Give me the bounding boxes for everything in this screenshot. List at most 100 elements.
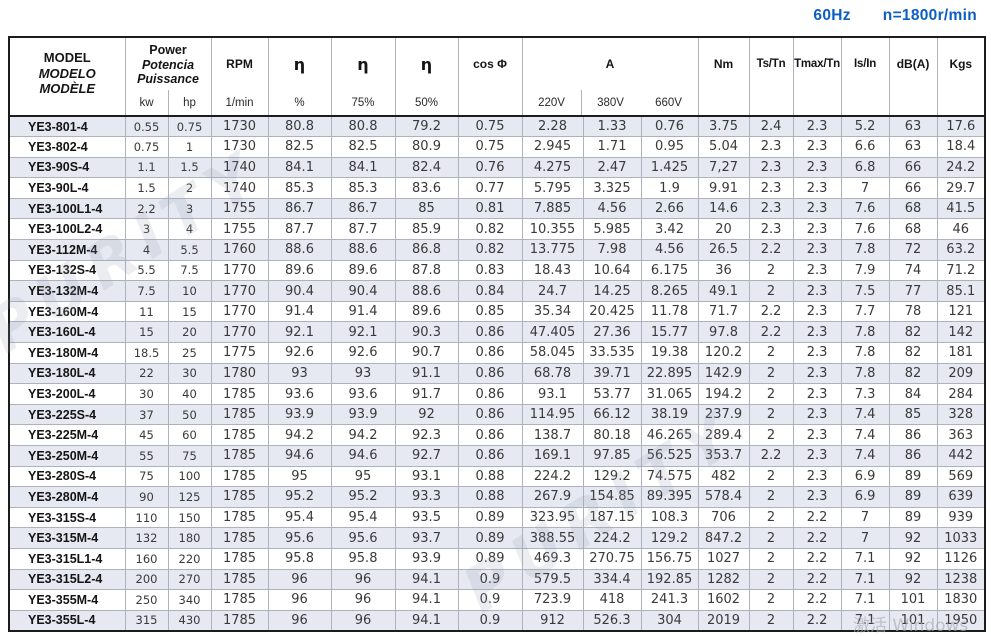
cell-is_in: 6.8 [840, 156, 890, 179]
cell-dba: 77 [888, 280, 938, 302]
cell-hp: 5.5 [167, 239, 212, 261]
cell-tmax_tn: 2.3 [792, 383, 842, 405]
cell-dba: 66 [888, 156, 938, 179]
cell-a_380v: 20.425 [582, 300, 642, 323]
cell-eta_75: 87.7 [330, 218, 396, 241]
cell-a_220v: 114.95 [521, 403, 584, 426]
cell-is_in: 7.9 [840, 259, 890, 282]
cell-nm: 20 [697, 218, 750, 241]
cell-a_660v: 192.85 [640, 568, 699, 591]
cell-eta_75: 88.6 [330, 239, 396, 261]
cell-cos_phi: 0.77 [457, 177, 523, 199]
cell-cos_phi: 0.82 [457, 218, 523, 241]
cell-ts_tn: 2 [748, 609, 794, 632]
cell-eta_75: 95.4 [330, 506, 396, 529]
cell-ts_tn: 2.3 [748, 218, 794, 241]
cell-a_220v: 469.3 [521, 547, 584, 570]
cell-a_660v: 2.66 [640, 197, 699, 220]
cell-a_660v: 19.38 [640, 342, 699, 364]
cell-a_220v: 47.405 [521, 321, 584, 344]
col-header-cos-phi: cos Φ [457, 36, 523, 117]
cell-rpm: 1785 [210, 403, 269, 426]
cell-cos_phi: 0.86 [457, 445, 523, 467]
ts-tn-label: Ts/Tn [756, 58, 786, 70]
cell-hp: 220 [167, 547, 212, 570]
cell-kw: 2.2 [124, 197, 169, 220]
cell-hp: 4 [167, 218, 212, 241]
cell-hp: 10 [167, 280, 212, 302]
cell-dba: 86 [888, 424, 938, 446]
cell-a_380v: 2.47 [582, 156, 642, 179]
cell-kgs: 1033 [936, 527, 986, 549]
cell-hp: 15 [167, 300, 212, 323]
cell-rpm: 1740 [210, 177, 269, 199]
cell-kgs: 363 [936, 424, 986, 446]
cell-a_220v: 58.045 [521, 342, 584, 364]
cell-is_in: 7.8 [840, 239, 890, 261]
cell-eta_100: 94.6 [267, 445, 332, 467]
cell-ts_tn: 2 [748, 465, 794, 488]
cell-cos_phi: 0.9 [457, 568, 523, 591]
cell-nm: 237.9 [697, 403, 750, 426]
cell-ts_tn: 2 [748, 486, 794, 508]
unit-hp: hp [167, 90, 211, 114]
cell-hp: 75 [167, 445, 212, 467]
table-body: YE3-801-4 0.55 0.75 1730 80.8 80.8 79.2 0.75 2.2… [8, 115, 986, 632]
cell-kgs: 328 [936, 403, 986, 426]
cell-a_660v: 8.265 [640, 280, 699, 302]
table-row: YE3-280M-4 90 125 1785 95.2 95.2 93.3 0.88 267.9… [8, 486, 986, 508]
cell-nm: 289.4 [697, 424, 750, 446]
cell-kw: 0.75 [124, 136, 169, 158]
cell-kw: 15 [124, 321, 169, 344]
col-header-eta-75: η 75% [330, 36, 396, 117]
cell-is_in: 7.8 [840, 342, 890, 364]
cell-hp: 3 [167, 197, 212, 220]
cell-a_220v: 10.355 [521, 218, 584, 241]
cell-cos_phi: 0.86 [457, 342, 523, 364]
cell-dba: 82 [888, 362, 938, 385]
cell-rpm: 1785 [210, 506, 269, 529]
cell-kw: 7.5 [124, 280, 169, 302]
cell-rpm: 1770 [210, 300, 269, 323]
col-header-eta-100: η % [267, 36, 332, 117]
unit-660v: 660V [655, 96, 682, 109]
cell-dba: 92 [888, 568, 938, 591]
cell-kgs: 1830 [936, 589, 986, 611]
cell-cos_phi: 0.89 [457, 527, 523, 549]
cell-cos_phi: 0.81 [457, 197, 523, 220]
cell-a_220v: 5.795 [521, 177, 584, 199]
table-row: YE3-225M-4 45 60 1785 94.2 94.2 92.3 0.86 138.7 8… [8, 424, 986, 446]
cell-a_220v: 24.7 [521, 280, 584, 302]
cell-a_220v: 2.28 [521, 115, 584, 138]
cell-hp: 1.5 [167, 156, 212, 179]
table-header: MODEL MODELO MODÈLE Power Potencia Puiss… [8, 36, 986, 117]
cell-nm: 120.2 [697, 342, 750, 364]
table-row: YE3-90L-4 1.5 2 1740 85.3 85.3 83.6 0.77 5.795 3.… [8, 177, 986, 199]
cell-a_380v: 1.33 [582, 115, 642, 138]
cell-nm: 142.9 [697, 362, 750, 385]
cell-model: YE3-90L-4 [8, 177, 126, 199]
cell-kgs: 284 [936, 383, 986, 405]
cell-eta_100: 96 [267, 609, 332, 632]
cell-nm: 26.5 [697, 239, 750, 261]
cell-kw: 132 [124, 527, 169, 549]
cell-a_380v: 39.71 [582, 362, 642, 385]
cell-is_in: 7.4 [840, 424, 890, 446]
cell-a_380v: 4.56 [582, 197, 642, 220]
cell-kw: 37 [124, 403, 169, 426]
cell-eta_75: 85.3 [330, 177, 396, 199]
cell-dba: 92 [888, 547, 938, 570]
cell-dba: 89 [888, 465, 938, 488]
cell-eta_50: 88.6 [394, 280, 459, 302]
cell-eta_100: 92.6 [267, 342, 332, 364]
cell-a_380v: 154.85 [582, 486, 642, 508]
cell-tmax_tn: 2.3 [792, 259, 842, 282]
cell-tmax_tn: 2.2 [792, 527, 842, 549]
cell-cos_phi: 0.9 [457, 589, 523, 611]
cell-a_660v: 0.95 [640, 136, 699, 158]
cell-model: YE3-180L-4 [8, 362, 126, 385]
cell-ts_tn: 2.2 [748, 239, 794, 261]
cell-a_380v: 5.985 [582, 218, 642, 241]
cell-a_220v: 18.43 [521, 259, 584, 282]
col-header-kgs: Kgs [936, 36, 986, 117]
